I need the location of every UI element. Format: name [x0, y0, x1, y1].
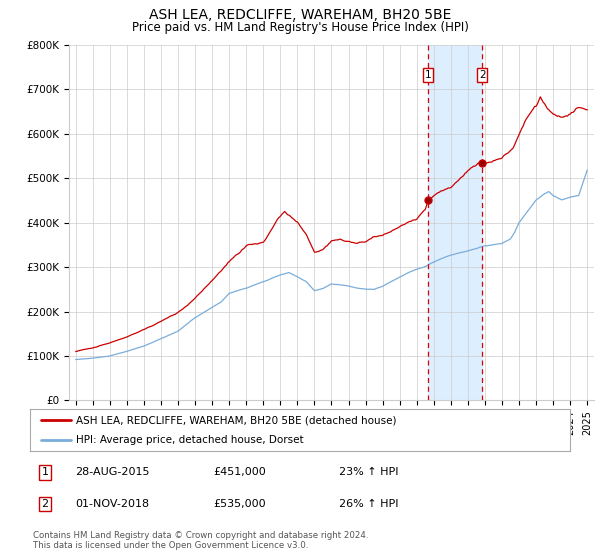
Text: 01-NOV-2018: 01-NOV-2018 — [75, 499, 149, 509]
Text: £535,000: £535,000 — [213, 499, 266, 509]
Text: ASH LEA, REDCLIFFE, WAREHAM, BH20 5BE: ASH LEA, REDCLIFFE, WAREHAM, BH20 5BE — [149, 8, 451, 22]
Text: £451,000: £451,000 — [213, 467, 266, 477]
Text: 28-AUG-2015: 28-AUG-2015 — [75, 467, 149, 477]
Text: Contains HM Land Registry data © Crown copyright and database right 2024.
This d: Contains HM Land Registry data © Crown c… — [33, 530, 368, 550]
Text: 1: 1 — [425, 70, 431, 80]
Text: 26% ↑ HPI: 26% ↑ HPI — [339, 499, 398, 509]
Text: ASH LEA, REDCLIFFE, WAREHAM, BH20 5BE (detached house): ASH LEA, REDCLIFFE, WAREHAM, BH20 5BE (d… — [76, 415, 397, 425]
Text: 2: 2 — [41, 499, 49, 509]
Text: 1: 1 — [41, 467, 49, 477]
Text: 2: 2 — [479, 70, 485, 80]
Text: 23% ↑ HPI: 23% ↑ HPI — [339, 467, 398, 477]
Text: HPI: Average price, detached house, Dorset: HPI: Average price, detached house, Dors… — [76, 435, 304, 445]
Bar — [428, 45, 482, 400]
Text: Price paid vs. HM Land Registry's House Price Index (HPI): Price paid vs. HM Land Registry's House … — [131, 21, 469, 34]
